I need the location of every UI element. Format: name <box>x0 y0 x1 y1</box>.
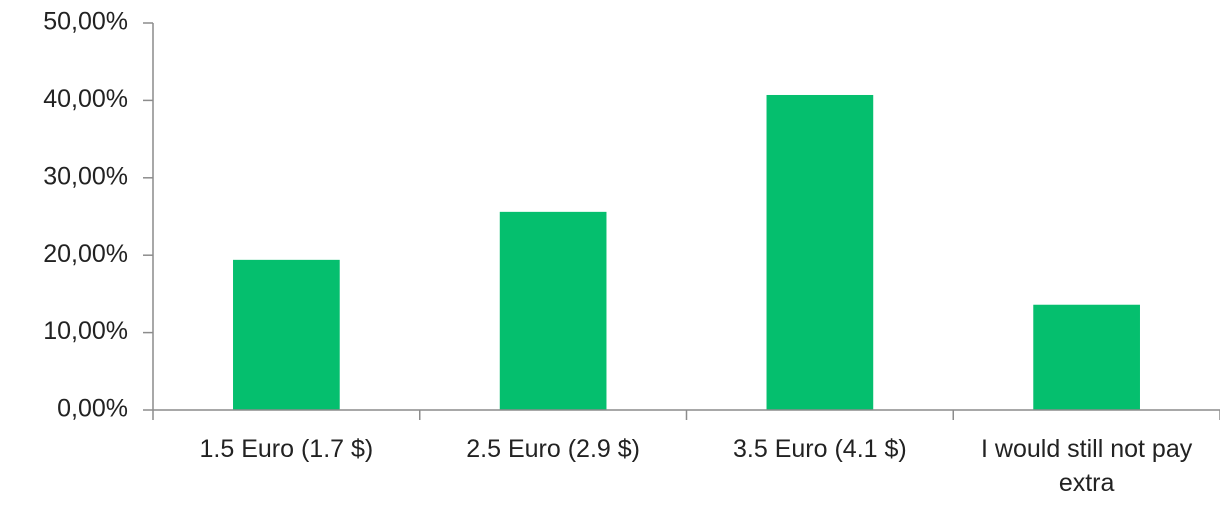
y-tick-label: 0,00% <box>57 395 128 423</box>
y-tick-label: 10,00% <box>43 317 128 345</box>
x-tick-label: 2.5 Euro (2.9 $) <box>466 435 640 463</box>
y-tick-label: 30,00% <box>43 162 128 190</box>
bar <box>766 94 874 411</box>
y-tick-label: 20,00% <box>43 240 128 268</box>
x-tick-label: 3.5 Euro (4.1 $) <box>733 435 907 463</box>
y-tick-label: 40,00% <box>43 85 128 113</box>
x-tick-label: I would still not pay extra <box>981 435 1193 497</box>
x-tick-label: 1.5 Euro (1.7 $) <box>199 435 374 463</box>
y-tick-label: 50,00% <box>43 8 128 36</box>
bar <box>499 211 607 410</box>
bar <box>233 259 340 410</box>
bar <box>1033 304 1140 410</box>
